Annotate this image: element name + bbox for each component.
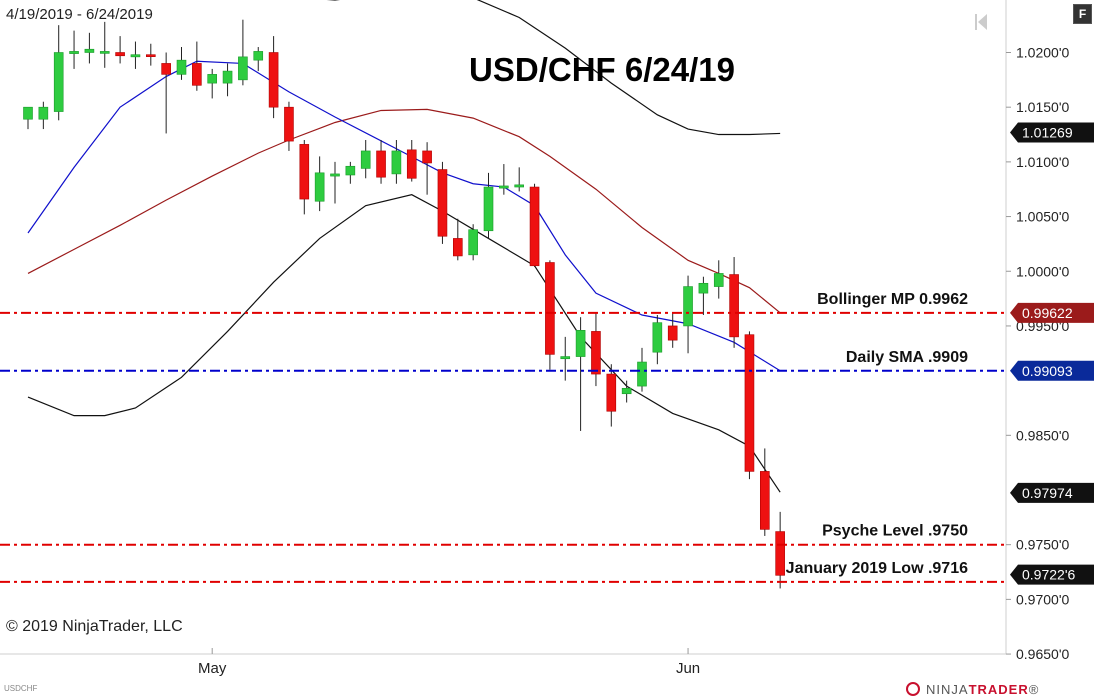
price-tag [1010,482,1094,503]
candle-body [99,51,110,54]
level-label: January 2019 Low .9716 [786,560,968,577]
candle-body [268,52,279,108]
candle-body [452,238,463,257]
y-tick-label: 0.9850'0 [1016,427,1069,443]
x-tick-label: May [198,660,227,677]
price-tag-label: 0.97974 [1022,485,1073,501]
brand-logo: NINJATRADER® [926,682,1039,697]
candle-body [345,165,356,176]
candle-body [23,106,33,120]
price-tag-label: 0.99622 [1022,305,1073,321]
candle-body [69,51,79,54]
candle-body [437,169,448,237]
candle-body [422,150,432,164]
copyright-label: © 2019 NinjaTrader, LLC [6,618,183,635]
candle-body [299,144,310,200]
candle-body [560,356,571,360]
ninjatrader-logo-icon [906,682,920,696]
candle-body [606,373,617,412]
price-tag [1010,564,1094,585]
sma-line [27,60,781,372]
y-tick-label: 1.0000'0 [1016,263,1069,279]
candle-body [667,325,678,341]
price-tag [1010,360,1094,381]
price-tag-label: 0.99093 [1022,363,1073,379]
y-tick-label: 0.9700'0 [1016,591,1069,607]
candle-body [759,471,770,530]
x-tick-label: Jun [676,660,700,677]
bollinger-mid-line [27,108,781,314]
candle-body [330,173,340,177]
candle-body [38,106,49,120]
candle-body [391,150,402,175]
candle-body [499,185,509,189]
f-toggle-button[interactable]: F [1073,4,1092,24]
y-tick-label: 0.9650'0 [1016,646,1069,662]
candle-body [637,361,647,387]
candle-body [683,286,693,327]
candle-body [529,186,540,267]
candle-body [514,184,525,188]
level-label: Daily SMA .9909 [846,349,968,366]
brand-logo-part2: TRADER [968,682,1029,697]
candle-body [238,56,248,81]
bollinger-lower-line [27,194,781,493]
candle-body [222,70,233,84]
candle-body [314,172,325,202]
y-tick-label: 1.0100'0 [1016,154,1069,170]
brand-logo-mark: ® [1028,682,1040,697]
candle-body [545,262,555,355]
chart-title: USD/CHF 6/24/19 [469,51,735,88]
skip-to-start-icon[interactable] [974,12,988,32]
level-label: Psyche Level .9750 [822,523,968,540]
candle-body [146,54,156,57]
price-tag [1010,122,1094,143]
candle-body [376,150,386,178]
price-tag-label: 1.01269 [1022,124,1073,140]
candle-body [652,322,663,353]
candle-body [253,51,264,61]
candle-body [406,149,417,179]
price-tag-label: 0.9722'6 [1022,567,1075,583]
y-tick-label: 1.0200'0 [1016,45,1069,61]
candle-body [176,59,187,75]
level-label: Bollinger MP 0.9962 [817,291,968,308]
candle-body [621,387,632,395]
candle-body [53,52,64,112]
candle-body [130,54,141,58]
candle-body [161,63,171,75]
candle-body [744,334,755,472]
candle-body [775,531,785,576]
brand-logo-part1: NINJA [926,682,969,697]
candle-body [591,331,601,375]
price-tag [1010,302,1094,323]
candle-body [575,330,586,357]
y-tick-label: 1.0050'0 [1016,209,1069,225]
candle-body [192,63,202,86]
candle-body [468,229,478,256]
date-range-label: 4/19/2019 - 6/24/2019 [6,6,153,23]
y-tick-label: 0.9750'0 [1016,537,1069,553]
candle-body [84,48,95,53]
candle-body [284,106,294,142]
candle-body [483,186,494,232]
candle-body [713,273,724,287]
candle-body [115,52,125,57]
symbol-label: USDCHF [4,684,38,693]
candle-body [729,274,739,338]
y-tick-label: 1.0150'0 [1016,99,1069,115]
candle-body [360,150,371,169]
candle-body [698,282,709,294]
candle-body [207,74,217,84]
bollinger-upper-line [326,0,781,136]
